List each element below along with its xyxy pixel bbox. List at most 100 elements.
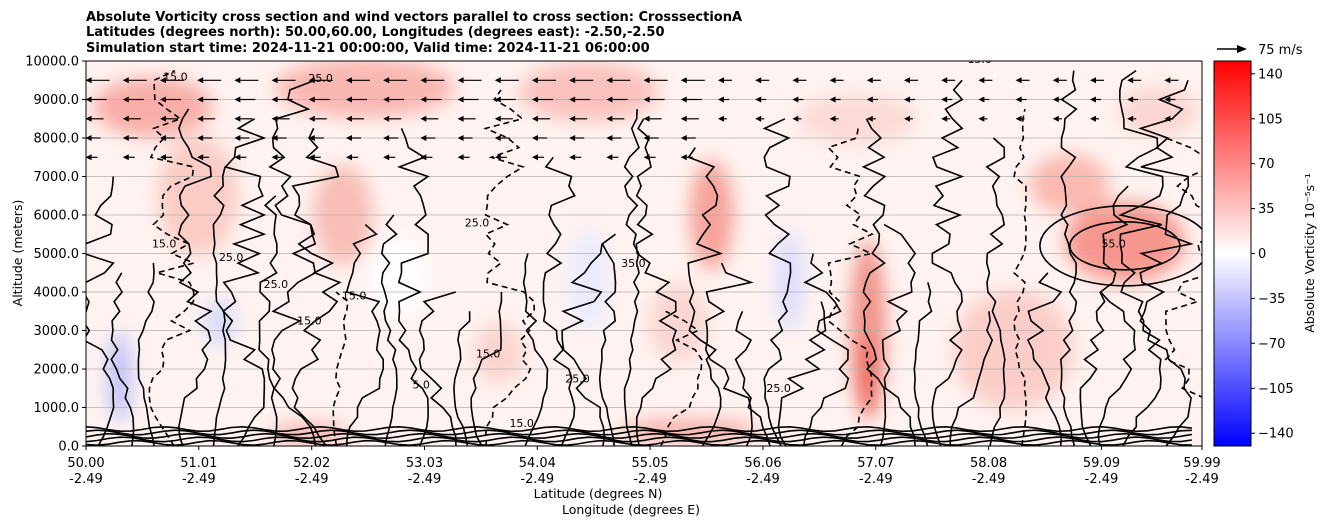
contour-label: 25.0 (465, 217, 490, 230)
wind-vector-head (383, 96, 390, 103)
wind-vector-head (86, 77, 92, 84)
contour-line (542, 156, 576, 446)
x-tick-label-lon: -2.49 (408, 472, 442, 487)
contour-label: 15.0 (509, 417, 534, 430)
contour-label: 15.0 (476, 347, 501, 360)
colorbar-tick-label: 105 (1258, 112, 1283, 127)
wind-vector-head (308, 77, 315, 84)
contour-label: 35.0 (621, 257, 646, 270)
colorbar-ticks: 140 105 70 35 0 −35 −70 −105 −140 (1251, 67, 1294, 442)
wind-vector-head (606, 135, 613, 141)
wind-vector-head (494, 154, 501, 161)
contour-line (561, 243, 606, 446)
wind-vector-head (866, 77, 873, 84)
x-tick-label-lat: 57.07 (857, 456, 894, 471)
wind-vector-head (1052, 96, 1059, 103)
wind-vector-head (1089, 115, 1096, 122)
wind-vector-head (1052, 77, 1059, 84)
wind-vector-head (531, 77, 538, 84)
colorbar-tick-label: −35 (1258, 292, 1285, 307)
contour-line (1164, 137, 1202, 398)
x-tick-label-lat: 50.00 (67, 456, 104, 471)
wind-vector-head (606, 115, 613, 122)
wind-vector-head (717, 96, 724, 103)
wind-vector-head (234, 96, 241, 103)
wind-vector-head (978, 115, 985, 122)
wind-vector-head (457, 96, 464, 103)
wind-vector-head (1089, 96, 1096, 103)
contour-line (86, 436, 1193, 443)
contour-line (110, 272, 135, 446)
wind-vector-head (86, 135, 92, 141)
y-tick-label: 3000.0 (34, 324, 80, 339)
wind-vector-head (680, 135, 687, 141)
vorticity-blob (275, 61, 456, 118)
contour-line (1069, 221, 1181, 271)
wind-vector-head (271, 115, 278, 122)
wind-vector-head (606, 154, 613, 161)
wind-vector-head (903, 115, 910, 122)
x-tick-label-lat: 55.05 (631, 456, 668, 471)
wind-vector-head (234, 135, 241, 141)
wind-vector-head (159, 115, 166, 122)
contour-lines (86, 69, 1202, 446)
contour-line (826, 128, 874, 446)
wind-vector-head (159, 154, 166, 161)
wind-vector-head (569, 135, 576, 141)
wind-vector-head (755, 96, 762, 103)
contour-line (86, 429, 1192, 436)
wind-vector-head (308, 135, 315, 141)
wind-vector-head (420, 115, 427, 122)
wind-vector-head (941, 96, 948, 103)
wind-vector-head (122, 77, 129, 84)
contour-line (802, 253, 850, 446)
wind-vector-head (457, 154, 464, 161)
vorticity-blob (619, 418, 760, 443)
contour-line (1039, 205, 1202, 287)
wind-vectors (86, 77, 1202, 161)
wind-vector-head (197, 135, 204, 141)
vorticity-blob (1118, 86, 1199, 137)
y-axis-ticks: 0.0 1000.0 2000.0 3000.0 4000.0 5000.0 6000.0 7… (25, 55, 86, 455)
wind-vector-head (1015, 115, 1022, 122)
x-tick-label-lon: -2.49 (746, 472, 780, 487)
wind-vector-head (1015, 96, 1022, 103)
wind-vector-head (903, 77, 910, 84)
contour-line (660, 310, 703, 446)
x-tick-label-lat: 54.04 (519, 456, 556, 471)
contour-line (734, 310, 771, 446)
vorticity-blob (1029, 154, 1110, 215)
wind-vector-head (1164, 115, 1171, 122)
x-tick-label-lon: -2.49 (295, 472, 329, 487)
contour-line (1097, 185, 1136, 446)
wind-vector-head (197, 77, 204, 84)
x-axis-ticks: 50.00-2.4951.01-2.4952.02-2.4953.03-2.49… (67, 446, 1221, 487)
wind-vector-head (1164, 96, 1171, 103)
colorbar-label: Absolute Vorticity 10⁻⁵s⁻¹ (1302, 173, 1317, 333)
colorbar: 140 105 70 35 0 −35 −70 −105 −140 Absolute Vorti… (1213, 60, 1317, 447)
wind-vector-head (420, 77, 427, 84)
wind-vector-head (755, 77, 762, 84)
x-axis-label-line-1: Latitude (degrees N) (534, 486, 663, 501)
wind-vector-head (308, 115, 315, 122)
contour-line (258, 195, 278, 446)
plot-area: 15.0 25.0 15.0 25.0 25.0 15.0 15.0 5.0 15.0 25.0 3… (85, 60, 1203, 447)
x-axis-label-line-2: Longitude (degrees E) (562, 502, 700, 517)
vorticity-blob (648, 282, 709, 363)
wind-vector-head (271, 135, 278, 141)
wind-vector-head (978, 77, 985, 84)
contour-line (931, 79, 965, 446)
contour-line (861, 118, 887, 446)
wind-vector-head (271, 154, 278, 161)
contour-label: 15.0 (342, 290, 367, 303)
contour-line (949, 311, 994, 446)
wind-vector-head (308, 154, 315, 161)
vorticity-blob (518, 61, 659, 122)
colorbar-tick-label: −105 (1258, 382, 1294, 397)
x-tick-label-lon: -2.49 (1185, 472, 1219, 487)
y-axis-label: Altitude (meters) (10, 200, 25, 307)
colorbar-tick-label: 70 (1258, 157, 1275, 172)
contour-line (222, 118, 267, 446)
